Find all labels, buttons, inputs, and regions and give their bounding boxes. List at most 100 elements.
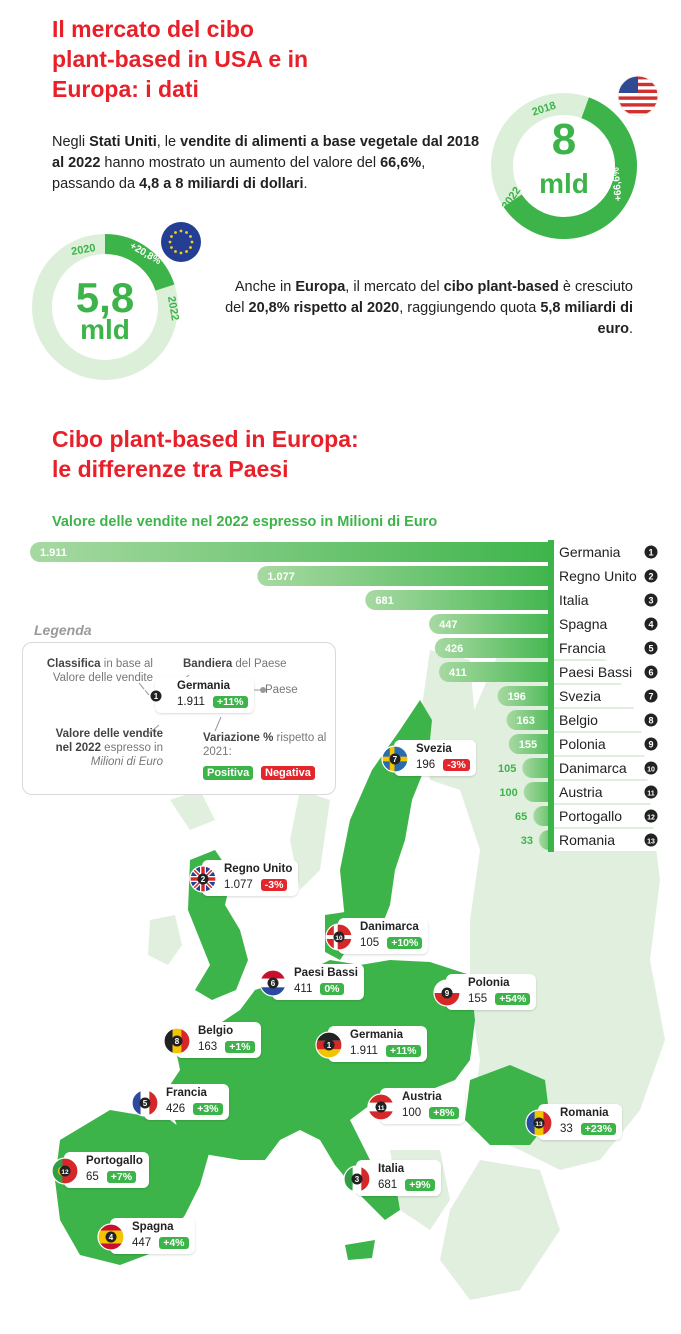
marker-change-badge: +9%: [405, 1179, 435, 1191]
bar-axis-segment: [548, 732, 554, 756]
marker-rank-number: 13: [535, 1121, 543, 1128]
marker-card: Danimarca 105 +10%: [338, 918, 429, 954]
rank-badge-number: 5: [648, 644, 653, 654]
marker-change-badge: +11%: [385, 1045, 421, 1057]
marker-rank-number: 2: [201, 875, 206, 884]
marker-card: Belgio 163 +1%: [176, 1022, 261, 1058]
section-title-line: le differenze tra Paesi: [52, 456, 289, 482]
text-segment: del Paese: [232, 658, 287, 670]
bar-category-label: Germania: [559, 544, 621, 560]
text-segment: Variazione %: [203, 732, 274, 744]
marker-change-badge: +3%: [193, 1103, 223, 1115]
bar: [365, 590, 561, 610]
page-title-line: plant-based in USA e in: [52, 46, 309, 72]
bar-axis-segment: [548, 636, 554, 660]
bar-value-label: 1.911: [40, 547, 67, 559]
usa-flag-icon: [617, 75, 659, 117]
rank-badge-number: 8: [648, 716, 653, 726]
marker-rank-badge: [441, 987, 453, 999]
legend-positive-badge: Positiva: [203, 766, 254, 780]
eu-flag-icon: [161, 222, 201, 262]
marker-rank-badge: [267, 977, 279, 989]
marker-rank-badge: [323, 1039, 335, 1051]
flag-romania-icon: 13: [525, 1109, 553, 1137]
eu-star-icon: [189, 235, 192, 238]
text-segment: 20,8% rispetto al 2020: [248, 300, 400, 316]
marker-country-name: Italia: [378, 1163, 405, 1175]
rank-badge-number: 9: [648, 740, 653, 750]
text-segment: vendite di alimenti a base vegetale dal …: [52, 134, 480, 171]
bar: [257, 566, 561, 586]
marker-value: 411: [294, 983, 313, 995]
text-segment: Classifica: [46, 658, 101, 670]
marker-value: 1.911: [177, 696, 205, 708]
marker-rank-number: 11: [378, 1105, 385, 1112]
marker-change-badge: 0%: [320, 983, 344, 995]
rank-badge-number: 1: [648, 548, 653, 558]
eu-star-icon: [179, 229, 183, 233]
eu-star-icon: [170, 235, 173, 238]
page-title: Il mercato del cibo plant-based in USA e …: [52, 14, 372, 104]
text-segment: Valore delle vendite nel 2022: [55, 728, 163, 754]
text-segment: Stati Uniti: [89, 134, 157, 150]
bar-value-label: 105: [498, 763, 516, 775]
marker-rank-badge: [171, 1035, 183, 1047]
text-segment: in base al Valore delle vendite: [52, 658, 153, 684]
marker-rank-number: 4: [109, 1233, 114, 1242]
text-segment: Anche in: [234, 279, 296, 295]
legend-country-label: Paese: [265, 684, 298, 696]
text-segment: .: [303, 176, 308, 192]
marker-rank-number: 10: [335, 935, 343, 942]
marker-change-badge: +11%: [212, 696, 248, 708]
text-segment: 4,8 a 8 miliardi di dollari: [139, 176, 304, 192]
eu-star-icon: [179, 251, 183, 255]
marker-value: 196: [416, 759, 436, 771]
marker-card: Germania 1.911 +11%: [328, 1026, 427, 1062]
europe-donut-start-label: 2020: [70, 242, 96, 258]
bar-axis-segment: [548, 804, 554, 828]
eu-star-icon: [174, 231, 177, 234]
marker-card: Regno Unito 1.077 -3%: [202, 860, 299, 896]
bar-axis-segment: [548, 780, 554, 804]
rank-badge: [644, 689, 658, 703]
usa-donut-arc: [503, 97, 637, 239]
rank-badge-number: 3: [648, 596, 653, 606]
rank-badge-number: 6: [648, 668, 653, 678]
marker-change-badge: +8%: [429, 1107, 459, 1119]
marker-change-badge: +10%: [387, 937, 423, 949]
marker-card: Polonia 155 +54%: [446, 974, 537, 1010]
section-title-line: Cibo plant-based in Europa:: [52, 426, 359, 452]
rank-badge: [644, 593, 658, 607]
europe-donut-value: 5,8: [76, 274, 134, 321]
marker-value: 100: [402, 1107, 422, 1119]
section-title: Cibo plant-based in Europa: le differenze…: [52, 424, 472, 484]
bar-value-label: 411: [449, 667, 467, 679]
flag-germany-icon: 1: [315, 1031, 343, 1059]
legend-value-label: Valore delle vendite nel 2022 espresso i…: [45, 727, 163, 769]
text-segment: è cresciuto del: [225, 279, 633, 316]
text-segment: hanno mostrato un aumento del valore del: [100, 155, 381, 171]
marker-rank-badge: [375, 1101, 387, 1113]
usa-donut-change: +66,6%: [611, 167, 625, 202]
marker-value: 155: [468, 993, 488, 1005]
marker-rank-number: 6: [271, 979, 276, 988]
page-title-line: Il mercato del cibo: [52, 16, 254, 42]
eu-star-icon: [174, 250, 177, 253]
bar-axis-segment: [548, 828, 554, 852]
text-segment: , raggiungendo quota: [399, 300, 541, 316]
text-segment: cibo plant-based: [443, 279, 559, 295]
marker-rank-badge: [333, 931, 345, 943]
marker-change-badge: +54%: [495, 993, 531, 1005]
bar-category-label: Polonia: [559, 736, 606, 752]
bar: [30, 542, 561, 562]
bar-value-label: 100: [499, 787, 517, 799]
bar-category-label: Francia: [559, 640, 606, 656]
bar-axis-segment: [548, 564, 554, 588]
flag-netherlands-icon: 6: [259, 969, 287, 997]
usa-donut-unit: mld: [539, 168, 589, 199]
marker-value: 1.077: [224, 879, 253, 891]
rank-badge-number: 12: [647, 815, 655, 822]
rank-badge: [644, 737, 658, 751]
marker-rank-badge: [150, 690, 162, 702]
